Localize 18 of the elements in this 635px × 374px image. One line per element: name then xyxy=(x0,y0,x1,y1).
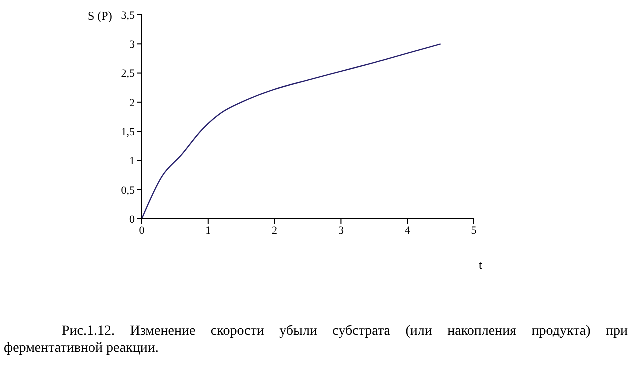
x-axis-title: t xyxy=(479,258,482,273)
x-tick-label: 3 xyxy=(338,224,344,237)
x-tick-label: 2 xyxy=(272,224,278,237)
x-tick-label: 1 xyxy=(206,224,212,237)
text: Рис.1.12. Изменение скорости убыли субстрата (или накопления продукта) при ферментативной реакции. xyxy=(4,323,628,357)
y-tick-label: 0,5 xyxy=(121,184,136,197)
y-tick-label: 3,5 xyxy=(121,10,136,22)
x-tick-label: 5 xyxy=(471,224,478,237)
y-tick-label: 2 xyxy=(130,97,135,110)
x-tick-label: 0 xyxy=(139,224,146,237)
y-tick-label: 1 xyxy=(130,156,135,168)
y-tick-label: 3 xyxy=(130,39,136,52)
x-tick-label: 4 xyxy=(404,224,411,237)
y-axis-title: S (P) xyxy=(88,9,112,24)
y-tick-label: 2,5 xyxy=(121,68,136,80)
line-series xyxy=(142,44,442,219)
y-tick-label: 0 xyxy=(130,214,136,226)
y-tick-label: 1,5 xyxy=(121,126,136,138)
